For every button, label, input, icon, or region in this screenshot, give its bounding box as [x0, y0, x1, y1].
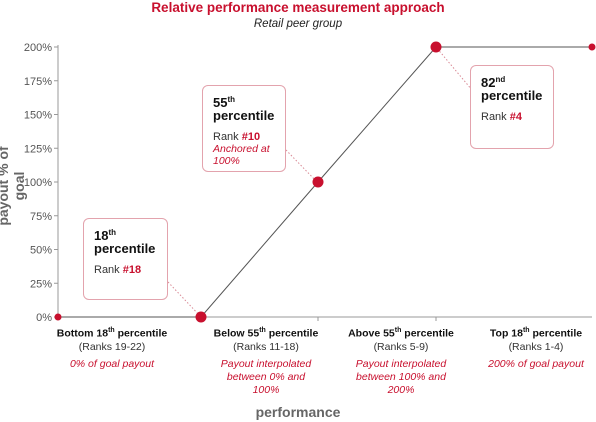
category-note: 200% of goal payout — [488, 357, 584, 370]
y-tick-label: 25% — [30, 278, 52, 290]
chart-title: Relative performance measurement approac… — [151, 0, 445, 15]
callout-rank: Rank #18 — [94, 264, 142, 276]
callout-note: Anchored at 100% — [213, 143, 270, 167]
category-name: Top 18th percentile — [489, 327, 583, 340]
y-tick-label: 75% — [30, 211, 52, 223]
category-ranks: (Ranks 5-9) — [373, 340, 429, 353]
category-name: Below 55th percentile — [213, 327, 319, 340]
x-category-label: Below 55th percentile (Ranks 11-18) Payout… — [196, 324, 336, 397]
y-tick-label: 125% — [24, 143, 52, 155]
callout-percentile: 18th percentile — [94, 228, 156, 256]
category-note: 0% of goal payout — [69, 357, 155, 370]
callout-percentile: 82nd percentile — [481, 75, 543, 103]
x-category-label: Bottom 18th percentile (Ranks 19-22) 0% of… — [42, 324, 182, 371]
callout-rank: Rank #10 — [213, 131, 261, 143]
x-category-label: Top 18th percentile (Ranks 1-4) 200% of go… — [466, 324, 596, 371]
category-ranks: (Ranks 19-22) — [78, 340, 146, 353]
data-point — [312, 176, 324, 188]
x-category-label: Above 55th percentile (Ranks 5-9) Payout i… — [331, 324, 471, 397]
category-note: Payout interpolated between 0% and 100% — [220, 357, 312, 396]
category-ranks: (Ranks 11-18) — [233, 340, 299, 353]
y-axis-label: payout % of goal — [0, 146, 27, 226]
data-point — [54, 313, 62, 321]
percentile-callout: 55th percentile Rank #10 Anchored at 100% — [202, 85, 286, 172]
chart-subtitle: Retail peer group — [253, 18, 343, 30]
y-tick-label: 175% — [24, 76, 52, 88]
category-note: Payout interpolated between 100% and 200… — [355, 357, 447, 396]
callout-connector — [167, 281, 202, 318]
y-tick-label: 200% — [24, 42, 52, 54]
percentile-callout: 18th percentile Rank #18 — [83, 218, 168, 300]
y-tick-label: 50% — [30, 245, 52, 257]
percentile-callout: 82nd percentile Rank #4 — [470, 65, 554, 149]
category-name: Above 55th percentile — [348, 327, 454, 340]
category-ranks: (Ranks 1-4) — [508, 340, 564, 353]
y-tick-label: 0% — [36, 312, 52, 324]
data-point — [430, 41, 442, 53]
callout-percentile: 55th percentile — [213, 95, 275, 123]
category-name: Bottom 18th percentile — [56, 327, 168, 340]
data-point — [195, 311, 207, 323]
callout-connector — [435, 46, 473, 91]
callout-connector — [285, 149, 319, 184]
y-tick-label: 100% — [24, 177, 52, 189]
y-tick-label: 150% — [24, 110, 52, 122]
callout-rank: Rank #4 — [481, 111, 522, 123]
data-point — [588, 43, 596, 51]
x-axis-label: performance — [255, 404, 341, 420]
